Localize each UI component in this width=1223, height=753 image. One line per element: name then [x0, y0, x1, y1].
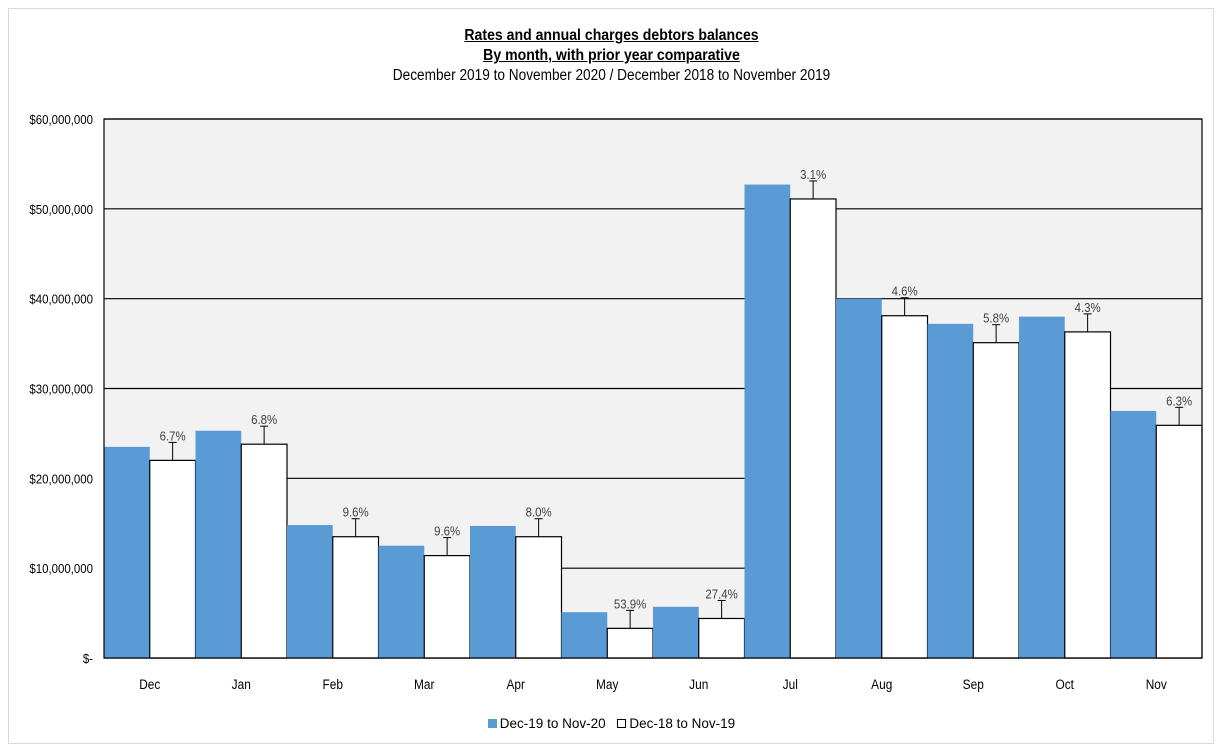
bar-series2: [149, 459, 197, 659]
bar-series1: [378, 545, 425, 658]
chart-date-range: December 2019 to November 2020 / Decembe…: [392, 67, 831, 84]
data-label: 27.4%: [705, 587, 738, 602]
x-tick-label: May: [596, 676, 619, 692]
chart-titles: Rates and annual charges debtors balance…: [0, 26, 1223, 86]
x-tick-label: Apr: [507, 676, 526, 692]
legend: Dec-19 to Nov-20 Dec-18 to Nov-19: [0, 716, 1223, 731]
bar-series1: [561, 612, 608, 658]
bar-series2: [698, 617, 746, 659]
bar-series2: [332, 536, 380, 659]
bar-series1: [470, 525, 516, 658]
chart-title: Rates and annual charges debtors balance…: [464, 27, 759, 44]
x-tick-label: Mar: [414, 676, 435, 692]
data-label: 3.1%: [800, 167, 826, 182]
x-tick-label: Dec: [139, 676, 161, 692]
data-label: 9.6%: [434, 524, 460, 539]
legend-item-series2: Dec-18 to Nov-19: [617, 716, 735, 731]
bar-series2: [789, 198, 837, 659]
x-tick-label: Sep: [963, 676, 984, 692]
data-label: 53.9%: [614, 597, 647, 612]
bar-series2: [1155, 424, 1203, 659]
plot-border: [103, 118, 1203, 659]
bar-series2: [606, 627, 654, 659]
bar-series2: [1064, 331, 1112, 659]
bar-series1: [653, 606, 699, 658]
y-tick-label: $60,000,000: [29, 112, 93, 127]
bar-series1: [287, 525, 333, 658]
y-tick-label: $40,000,000: [29, 292, 93, 307]
legend-swatch-series1: [487, 719, 497, 728]
bar-series1: [1110, 410, 1157, 658]
x-tick-label: Jul: [783, 676, 798, 692]
y-tick-label: $30,000,000: [29, 382, 93, 397]
bar-series2: [515, 536, 563, 659]
x-tick-label: Oct: [1056, 676, 1075, 692]
bar-series2: [240, 443, 288, 659]
x-tick-label: Jan: [232, 676, 251, 692]
bar-series2: [972, 342, 1020, 659]
data-label: 4.6%: [892, 284, 918, 299]
bar-series2: [881, 315, 929, 659]
data-label: 6.3%: [1166, 394, 1192, 409]
x-tick-label: Jun: [689, 676, 708, 692]
data-label: 9.6%: [343, 505, 369, 520]
legend-item-series1: Dec-19 to Nov-20: [487, 716, 606, 731]
legend-label-series2: Dec-18 to Nov-19: [629, 716, 736, 731]
legend-swatch-series2: [617, 719, 627, 728]
data-label: 6.7%: [160, 429, 186, 444]
y-tick-label: $20,000,000: [29, 472, 93, 487]
bar-series1: [927, 323, 974, 658]
x-tick-label: Nov: [1146, 676, 1168, 692]
bar-series1: [1019, 316, 1065, 658]
bar-series1: [104, 446, 150, 658]
bar-series1: [195, 430, 242, 658]
data-label: 6.8%: [251, 413, 277, 428]
data-label: 5.8%: [983, 311, 1009, 326]
chart-subtitle: By month, with prior year comparative: [483, 47, 740, 64]
x-tick-label: Aug: [871, 676, 892, 692]
y-tick-label: $-: [83, 651, 93, 666]
data-label: 4.3%: [1075, 300, 1101, 315]
data-label: 8.0%: [526, 505, 552, 520]
bar-series2: [423, 554, 471, 659]
chart-frame: [8, 8, 1214, 744]
x-tick-label: Feb: [323, 676, 343, 692]
bar-series1: [744, 184, 791, 658]
y-tick-label: $50,000,000: [29, 202, 93, 217]
legend-label-series1: Dec-19 to Nov-20: [499, 716, 606, 731]
bar-series1: [836, 298, 882, 658]
y-tick-label: $10,000,000: [29, 561, 93, 576]
